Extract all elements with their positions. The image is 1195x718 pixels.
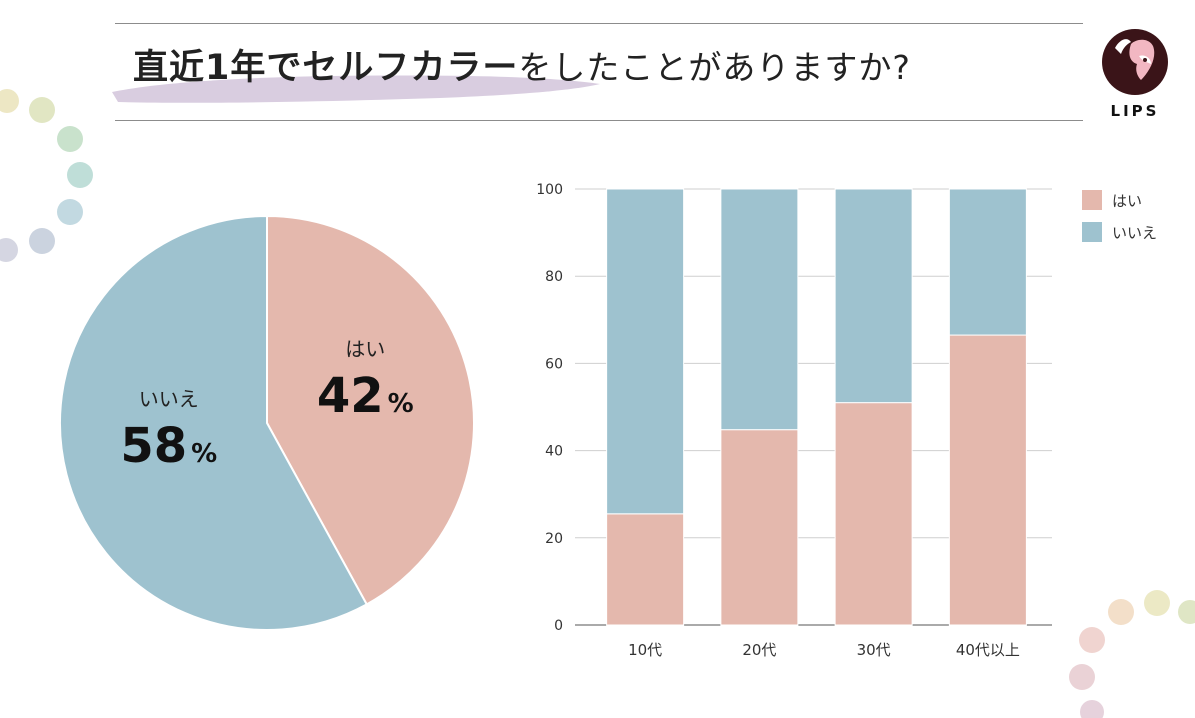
decorative-dot bbox=[0, 238, 18, 262]
bar-segment bbox=[948, 188, 1027, 336]
decorative-dot bbox=[1108, 599, 1134, 625]
decorative-dot bbox=[1144, 590, 1170, 616]
header-bottom-rule bbox=[115, 120, 1083, 121]
y-tick-label: 20 bbox=[545, 531, 563, 547]
decorative-dot bbox=[29, 97, 55, 123]
title-light-part: をしたことがありますか? bbox=[518, 48, 911, 87]
brush-shape bbox=[112, 75, 600, 103]
decorative-dot bbox=[0, 89, 19, 113]
legend-label: いいえ bbox=[1112, 224, 1157, 242]
decorative-dot bbox=[57, 199, 83, 225]
bar-segment bbox=[720, 429, 799, 626]
x-tick-label: 20代 bbox=[742, 641, 776, 659]
logo-text: LIPS bbox=[1110, 102, 1160, 120]
x-tick-label: 30代 bbox=[857, 641, 891, 659]
page-title: 直近1年でセルフカラーをしたことがありますか? bbox=[133, 44, 911, 92]
x-tick-label: 10代 bbox=[628, 641, 662, 659]
pie-slice bbox=[266, 214, 475, 606]
bar-segment bbox=[606, 513, 685, 626]
decorative-dot bbox=[1079, 627, 1105, 653]
header-top-rule bbox=[115, 23, 1083, 24]
deer-logo-icon bbox=[1102, 29, 1168, 95]
bar-segment bbox=[948, 334, 1027, 626]
title-bold-part: 直近1年でセルフカラー bbox=[133, 48, 519, 88]
pie-slice-value: 42% bbox=[317, 368, 414, 424]
legend-label: はい bbox=[1112, 192, 1142, 210]
decorative-dot bbox=[1080, 700, 1104, 718]
legend-swatch bbox=[1082, 190, 1102, 210]
pie-chart: はい 42 % いいえ 58% bbox=[59, 214, 475, 631]
bar-segment bbox=[834, 188, 913, 404]
bar-segment bbox=[720, 188, 799, 431]
lips-logo: LIPS bbox=[1101, 26, 1169, 126]
y-tick-label: 100 bbox=[536, 182, 563, 198]
pie-value-number: 58 bbox=[120, 418, 187, 474]
pie-slice bbox=[59, 214, 369, 631]
decorative-dot bbox=[29, 228, 55, 254]
decorative-dot bbox=[67, 162, 93, 188]
decorative-dot bbox=[57, 126, 83, 152]
bar-segment bbox=[834, 402, 913, 626]
x-tick-label: 40代以上 bbox=[956, 641, 1020, 659]
pie-value-unit: % bbox=[191, 439, 217, 469]
pie-value-unit: % bbox=[388, 389, 414, 419]
y-tick-label: 40 bbox=[545, 444, 563, 460]
bar-segment bbox=[606, 188, 685, 515]
y-tick-label: 60 bbox=[545, 356, 563, 372]
pie-slice-value: 58% bbox=[120, 418, 217, 474]
y-tick-label: 80 bbox=[545, 269, 563, 285]
y-tick-label: 0 bbox=[554, 618, 563, 634]
title-brush-stroke bbox=[112, 75, 600, 103]
pie-slice-label: いいえ bbox=[139, 387, 199, 411]
pie-slice-label: はい bbox=[345, 337, 385, 361]
legend-swatch bbox=[1082, 222, 1102, 242]
pie-value-number: 42 bbox=[317, 368, 384, 424]
decorative-dot bbox=[1069, 664, 1095, 690]
decorative-dot bbox=[1178, 600, 1195, 624]
